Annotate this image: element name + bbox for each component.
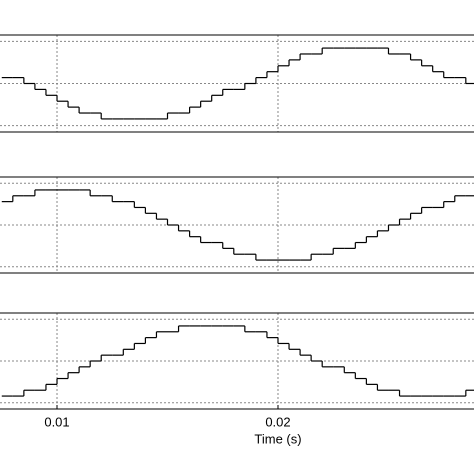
x-tick-label: 0.01 xyxy=(44,414,69,429)
x-tick-label: 0.02 xyxy=(265,414,290,429)
x-axis-label: Time (s) xyxy=(254,431,301,446)
